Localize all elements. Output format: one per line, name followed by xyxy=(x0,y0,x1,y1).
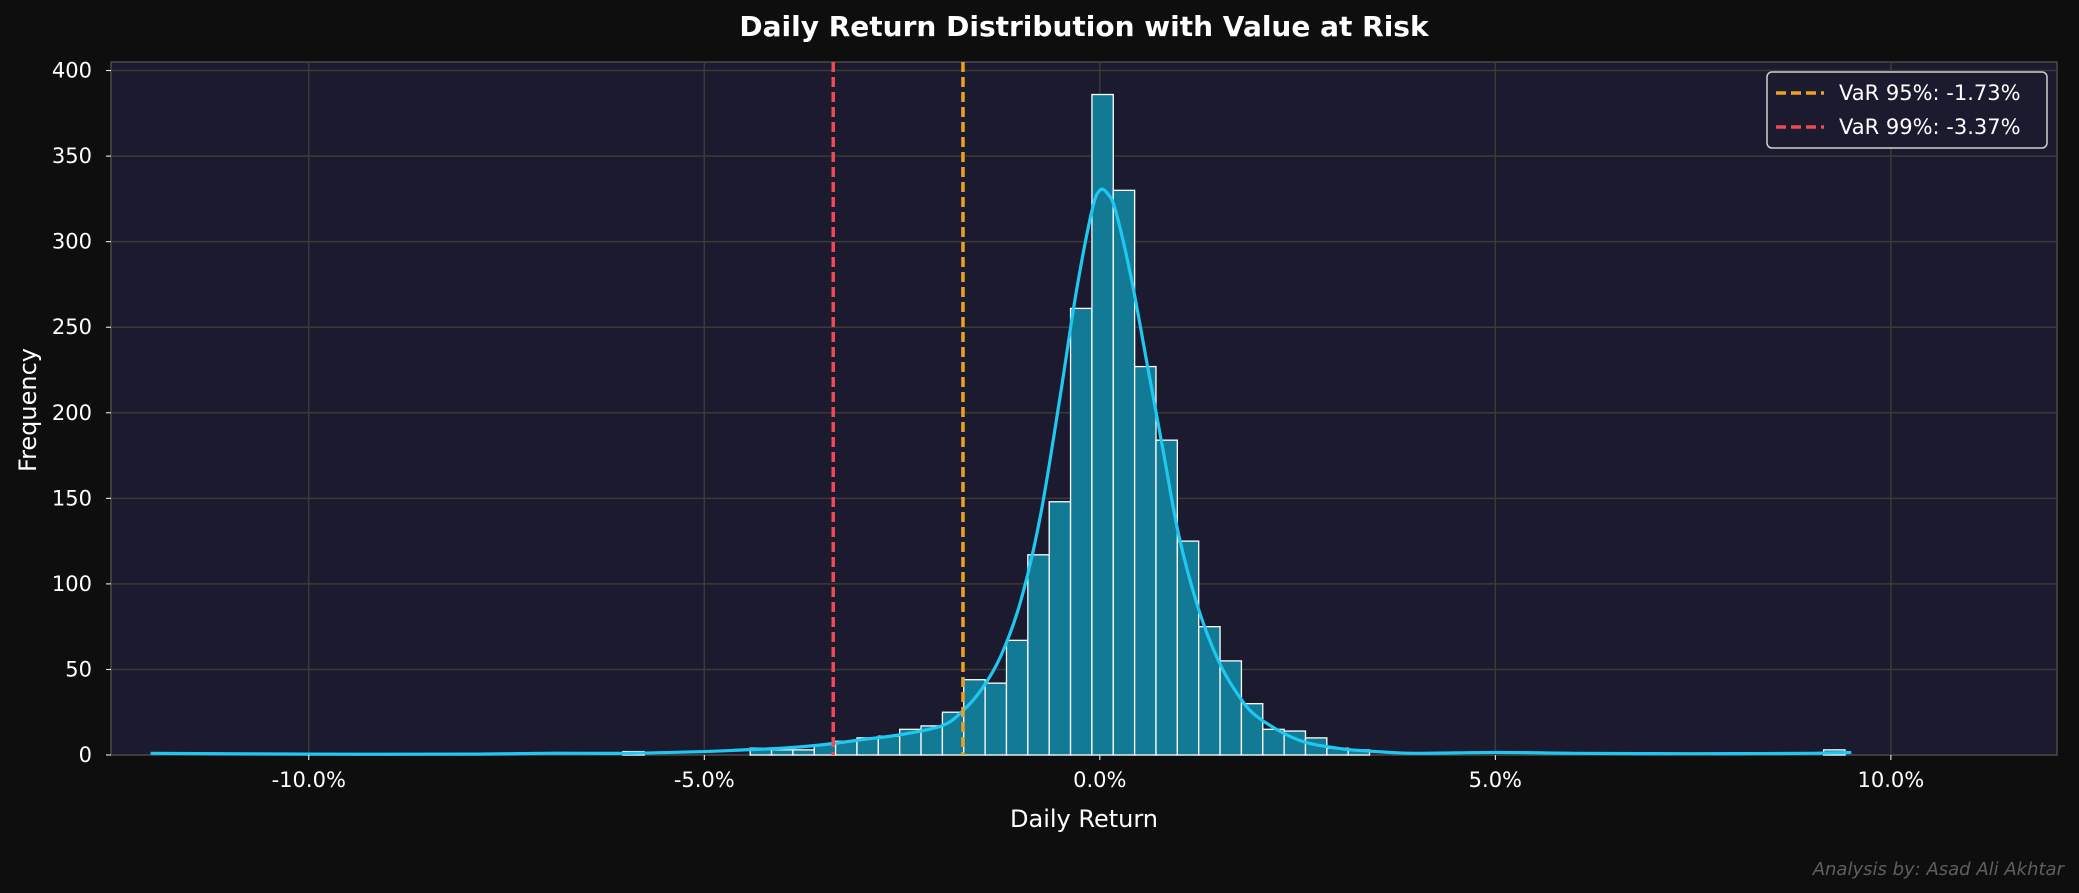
y-tick-label: 400 xyxy=(52,59,92,83)
histogram-bar xyxy=(1027,554,1050,756)
x-tick-label: -10.0% xyxy=(272,768,346,792)
y-tick-label: 0 xyxy=(79,743,92,767)
legend-label-var95: VaR 95%: -1.73% xyxy=(1839,81,2021,105)
histogram-bar xyxy=(877,735,901,756)
legend: VaR 95%: -1.73% VaR 99%: -3.37% xyxy=(1766,71,2048,149)
legend-box xyxy=(1766,71,2048,149)
y-tick-label: 50 xyxy=(65,657,92,681)
y-axis-label: Frequency xyxy=(14,348,42,472)
histogram-bar xyxy=(1155,439,1178,756)
y-tick-labels: 0 50 100 150 200 250 300 350 400 xyxy=(52,59,111,767)
histogram-bar xyxy=(1048,501,1072,756)
legend-label-var99: VaR 99%: -3.37% xyxy=(1839,115,2021,139)
credit-text: Analysis by: Asad Ali Akhtar xyxy=(1812,859,2066,880)
y-tick-label: 100 xyxy=(52,572,92,596)
chart-title: Daily Return Distribution with Value at … xyxy=(739,10,1430,43)
kde-curve xyxy=(150,187,1852,756)
histogram-bar xyxy=(1198,626,1221,756)
histogram-bar xyxy=(1133,365,1157,756)
histogram-bar xyxy=(1219,660,1243,756)
x-tick-label: 0.0% xyxy=(1073,768,1126,792)
y-tick-label: 250 xyxy=(52,315,92,339)
x-tick-label: 5.0% xyxy=(1469,768,1522,792)
kde-curve-layer xyxy=(150,187,1852,756)
histogram-bar xyxy=(1005,639,1029,756)
y-tick-label: 150 xyxy=(52,486,92,510)
y-tick-label: 300 xyxy=(52,230,92,254)
var-lines xyxy=(831,62,965,755)
histogram-bar xyxy=(792,749,815,756)
histogram-bars xyxy=(622,93,1846,756)
histogram-bar xyxy=(1069,307,1093,756)
y-tick-label: 200 xyxy=(52,401,92,425)
x-tick-label: -5.0% xyxy=(674,768,735,792)
x-tick-labels: -10.0% -5.0% 0.0% 5.0% 10.0% xyxy=(272,755,1925,792)
y-tick-label: 350 xyxy=(52,144,92,168)
x-axis-label: Daily Return xyxy=(1010,805,1158,833)
histogram-bar xyxy=(984,682,1008,756)
histogram-bar xyxy=(1091,93,1114,756)
histogram-bar xyxy=(770,749,794,756)
x-tick-label: 10.0% xyxy=(1858,768,1925,792)
